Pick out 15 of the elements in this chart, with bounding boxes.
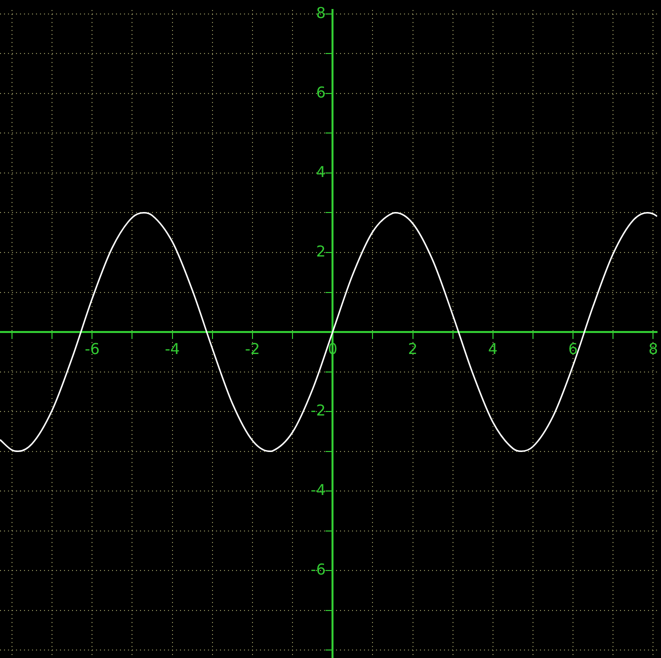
y-tick-label: 8 (316, 4, 326, 22)
x-tick-label: -4 (164, 340, 180, 358)
line-series (0, 212, 658, 452)
x-tick-label: -2 (244, 340, 260, 358)
x-tick-label: 2 (408, 340, 418, 358)
x-tick-label: 8 (648, 340, 658, 358)
x-tick-label: 4 (488, 340, 498, 358)
y-tick-label: 4 (316, 162, 326, 181)
x-tick-label: 6 (568, 340, 578, 358)
y-tick-label: 2 (316, 242, 326, 260)
y-tick-label: -6 (310, 560, 326, 578)
y-tick-label: 6 (316, 83, 326, 102)
y-tick-label: -4 (310, 480, 326, 499)
y-tick-label: -2 (310, 401, 326, 420)
x-tick-label: -6 (84, 340, 100, 358)
